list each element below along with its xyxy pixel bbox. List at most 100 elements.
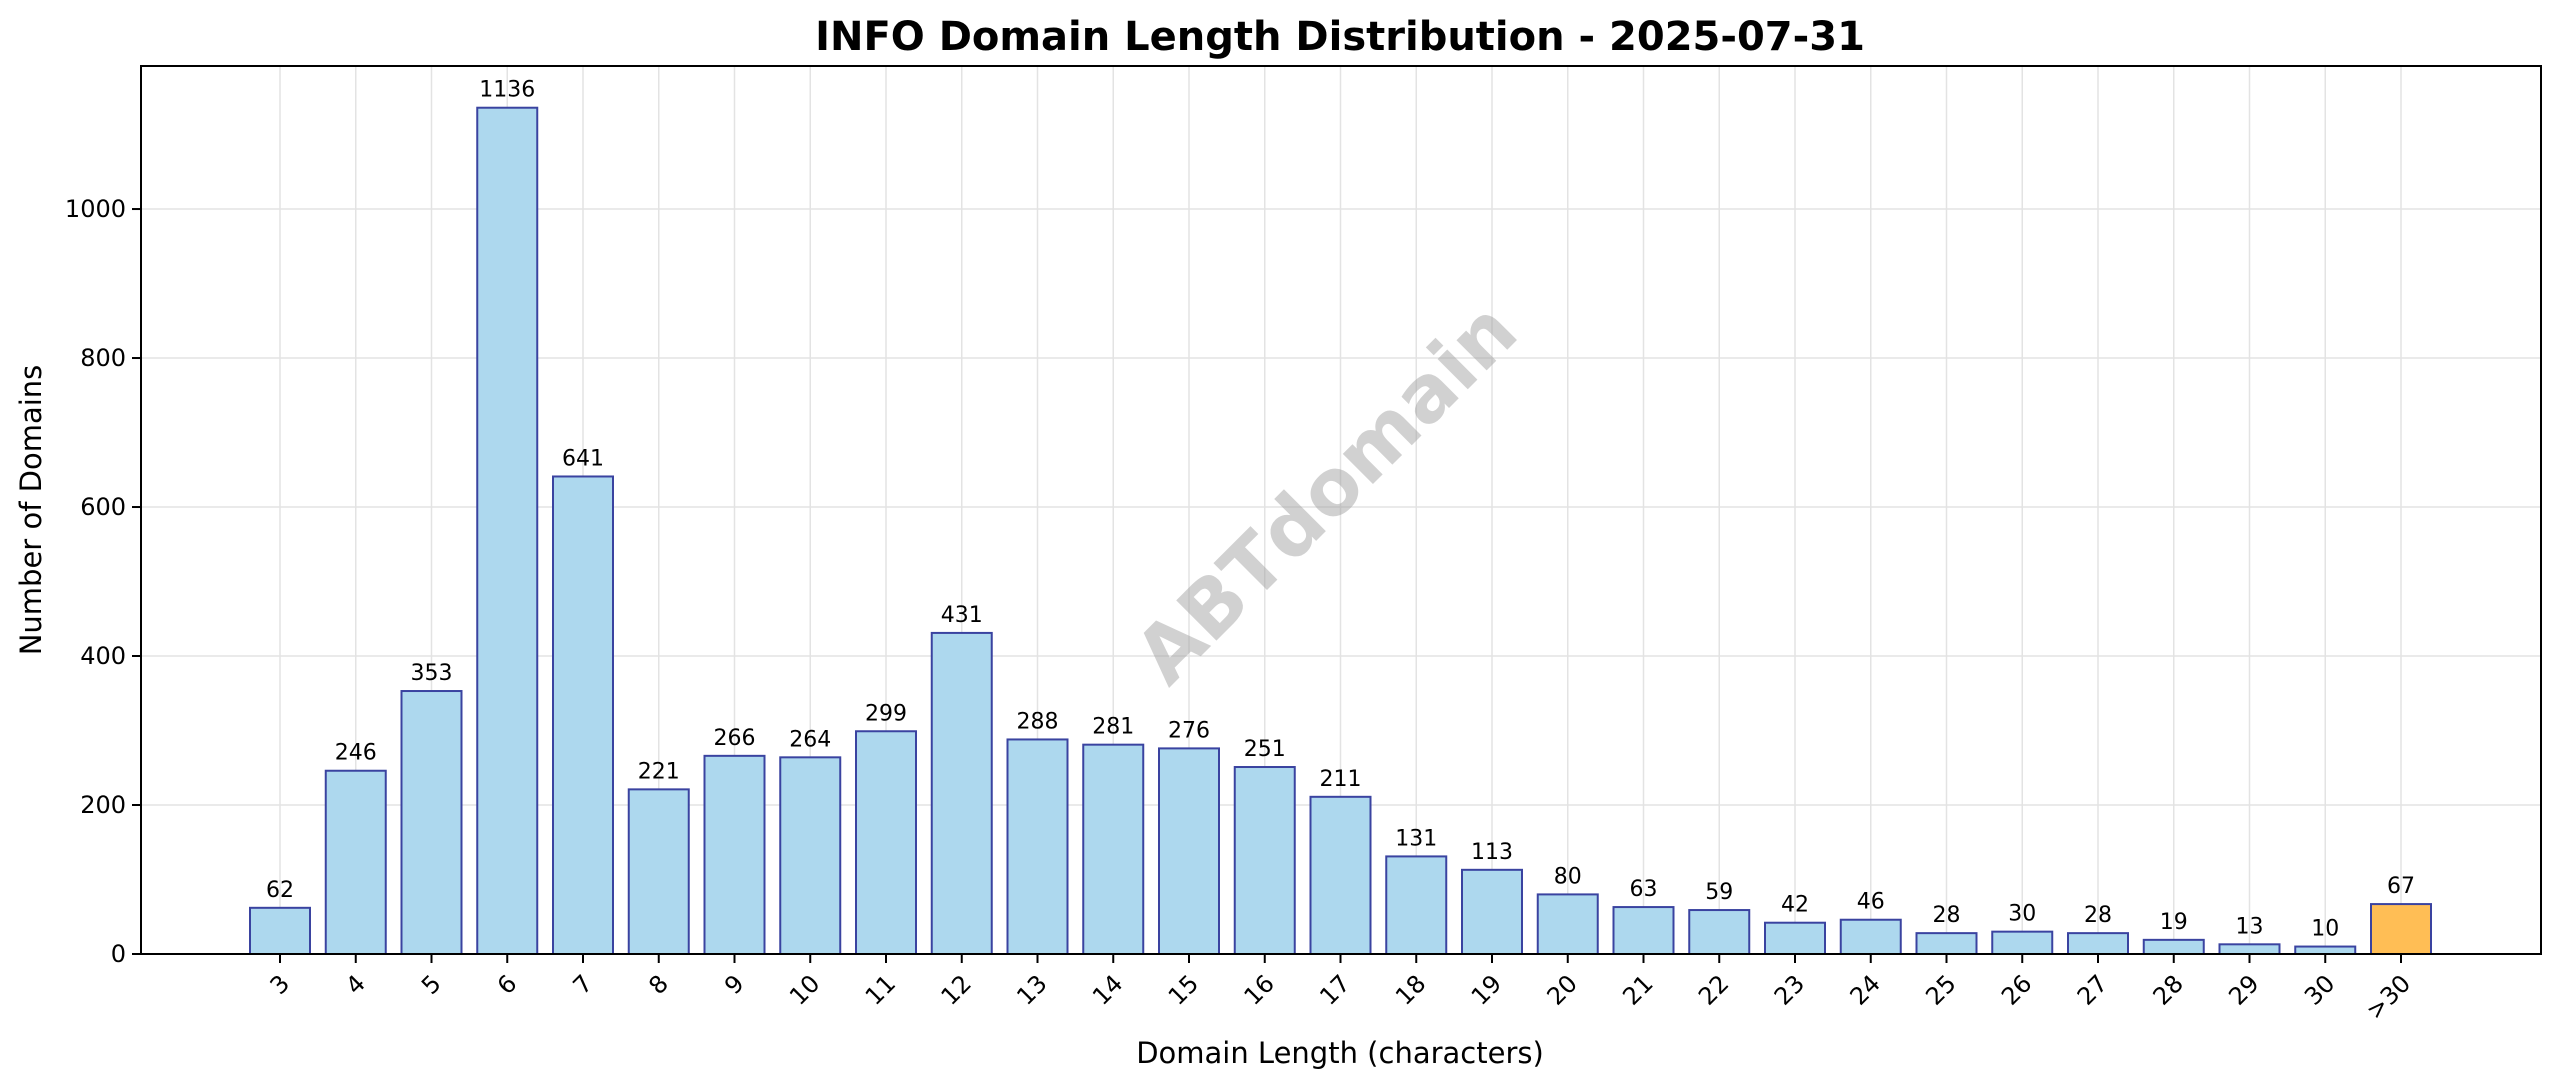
bar-23	[1764, 921, 1826, 956]
bar-30	[2294, 945, 2357, 956]
x-tick-label: >30	[2361, 969, 2417, 1025]
bar-24	[1839, 918, 1902, 956]
x-axis-ticks: 3 4 5 6 7 8 9 10 11 12 13 14 15 16 17 18 19 20 21 22 23 24 25 2…	[265, 954, 2417, 1025]
y-tick-label: 800	[80, 344, 126, 372]
x-tick-label: 28	[2148, 969, 2189, 1010]
data-label: 299	[865, 701, 907, 726]
bar-13	[1006, 738, 1069, 955]
x-tick-label: 11	[860, 969, 901, 1010]
bar-25	[1915, 932, 1978, 955]
data-label: 266	[714, 726, 756, 751]
y-tick-label: 1000	[65, 195, 126, 223]
y-tick-label: 0	[111, 940, 126, 968]
data-label: 13	[2236, 914, 2264, 939]
data-labels: 62 246 353 1136 641 221 266 264 299 431 288 281 276 2…	[266, 78, 2415, 942]
data-label: 113	[1471, 840, 1513, 865]
bar-19	[1461, 868, 1523, 955]
data-label: 63	[1630, 877, 1658, 902]
x-tick-label: 15	[1163, 969, 1204, 1010]
x-tick-label: 27	[2072, 969, 2113, 1010]
bar-8	[627, 788, 690, 956]
data-label: 221	[638, 759, 680, 784]
bar-16	[1233, 766, 1296, 955]
bar-20	[1536, 893, 1599, 956]
y-tick-label: 600	[80, 493, 126, 521]
bar-15	[1158, 747, 1220, 956]
y-axis-label: Number of Domains	[14, 365, 48, 656]
x-tick-label: 17	[1314, 969, 1355, 1010]
bar-3	[249, 906, 311, 955]
data-label: 264	[789, 727, 831, 752]
x-tick-label: 24	[1845, 969, 1886, 1010]
data-label: 1136	[479, 78, 535, 103]
bar-29	[2218, 943, 2281, 955]
x-tick-label: 12	[936, 969, 977, 1010]
data-label: 19	[2160, 910, 2188, 935]
data-label: 246	[335, 741, 377, 766]
x-tick-label: 21	[1617, 969, 1658, 1010]
data-label: 10	[2311, 917, 2339, 942]
x-tick-label: 22	[1693, 969, 1734, 1010]
bar-21	[1612, 906, 1675, 956]
bar-11	[855, 730, 917, 955]
x-tick-label: 6	[492, 969, 523, 1000]
x-tick-label: 9	[719, 969, 750, 1000]
bar-4	[324, 769, 387, 956]
data-label: 46	[1857, 890, 1885, 915]
x-tick-label: 29	[2223, 969, 2264, 1010]
data-label: 211	[1320, 767, 1362, 792]
x-axis-label: Domain Length (characters)	[1136, 1036, 1544, 1070]
bar-22	[1688, 909, 1751, 956]
bar-14	[1082, 743, 1145, 955]
bar-10	[779, 756, 842, 955]
x-tick-label: 25	[1920, 969, 1961, 1010]
x-tick-label: 19	[1466, 969, 1507, 1010]
bar-28	[2142, 938, 2205, 956]
data-label: 288	[1017, 709, 1059, 734]
data-label: 42	[1781, 893, 1809, 918]
data-label: 28	[2084, 903, 2112, 928]
data-label: 30	[2008, 902, 2036, 927]
x-tick-label: 5	[416, 969, 447, 1000]
data-label: 67	[2387, 874, 2415, 899]
watermark: ABTdomain	[1119, 286, 1535, 702]
data-label: 431	[941, 603, 983, 628]
bar-18	[1385, 855, 1448, 956]
y-tick-label: 200	[80, 791, 126, 819]
x-tick-label: 7	[568, 969, 599, 1000]
data-label: 281	[1092, 715, 1134, 740]
x-tick-label: 3	[265, 969, 296, 1000]
bar-12	[930, 631, 993, 955]
bar-gt30	[2370, 903, 2432, 955]
bar-9	[703, 754, 766, 955]
y-axis-ticks: 0 200 400 600 800 1000	[65, 195, 141, 968]
bar-7	[552, 475, 614, 955]
x-tick-label: 23	[1769, 969, 1810, 1010]
data-label: 353	[411, 661, 453, 686]
x-tick-label: 13	[1011, 969, 1052, 1010]
bar-26	[1991, 930, 2054, 955]
x-tick-label: 16	[1239, 969, 1280, 1010]
data-label: 276	[1168, 718, 1210, 743]
x-tick-label: 4	[340, 969, 371, 1000]
data-label: 80	[1554, 864, 1582, 889]
x-tick-label: 10	[784, 969, 825, 1010]
bar-17	[1309, 795, 1372, 955]
x-tick-label: 20	[1542, 969, 1583, 1010]
x-tick-label: 14	[1087, 969, 1128, 1010]
x-tick-label: 30	[2299, 969, 2340, 1010]
data-label: 131	[1395, 826, 1437, 851]
data-label: 251	[1244, 737, 1286, 762]
data-label: 62	[266, 878, 294, 903]
data-label: 641	[562, 446, 604, 471]
bars	[249, 106, 2432, 956]
data-label: 59	[1705, 880, 1733, 905]
y-tick-label: 400	[80, 642, 126, 670]
bar-27	[2067, 932, 2129, 955]
bar-6	[476, 106, 539, 955]
bar-5	[400, 690, 463, 955]
x-tick-label: 8	[643, 969, 674, 1000]
x-tick-label: 26	[1996, 969, 2037, 1010]
chart-title: INFO Domain Length Distribution - 2025-0…	[815, 14, 1865, 60]
